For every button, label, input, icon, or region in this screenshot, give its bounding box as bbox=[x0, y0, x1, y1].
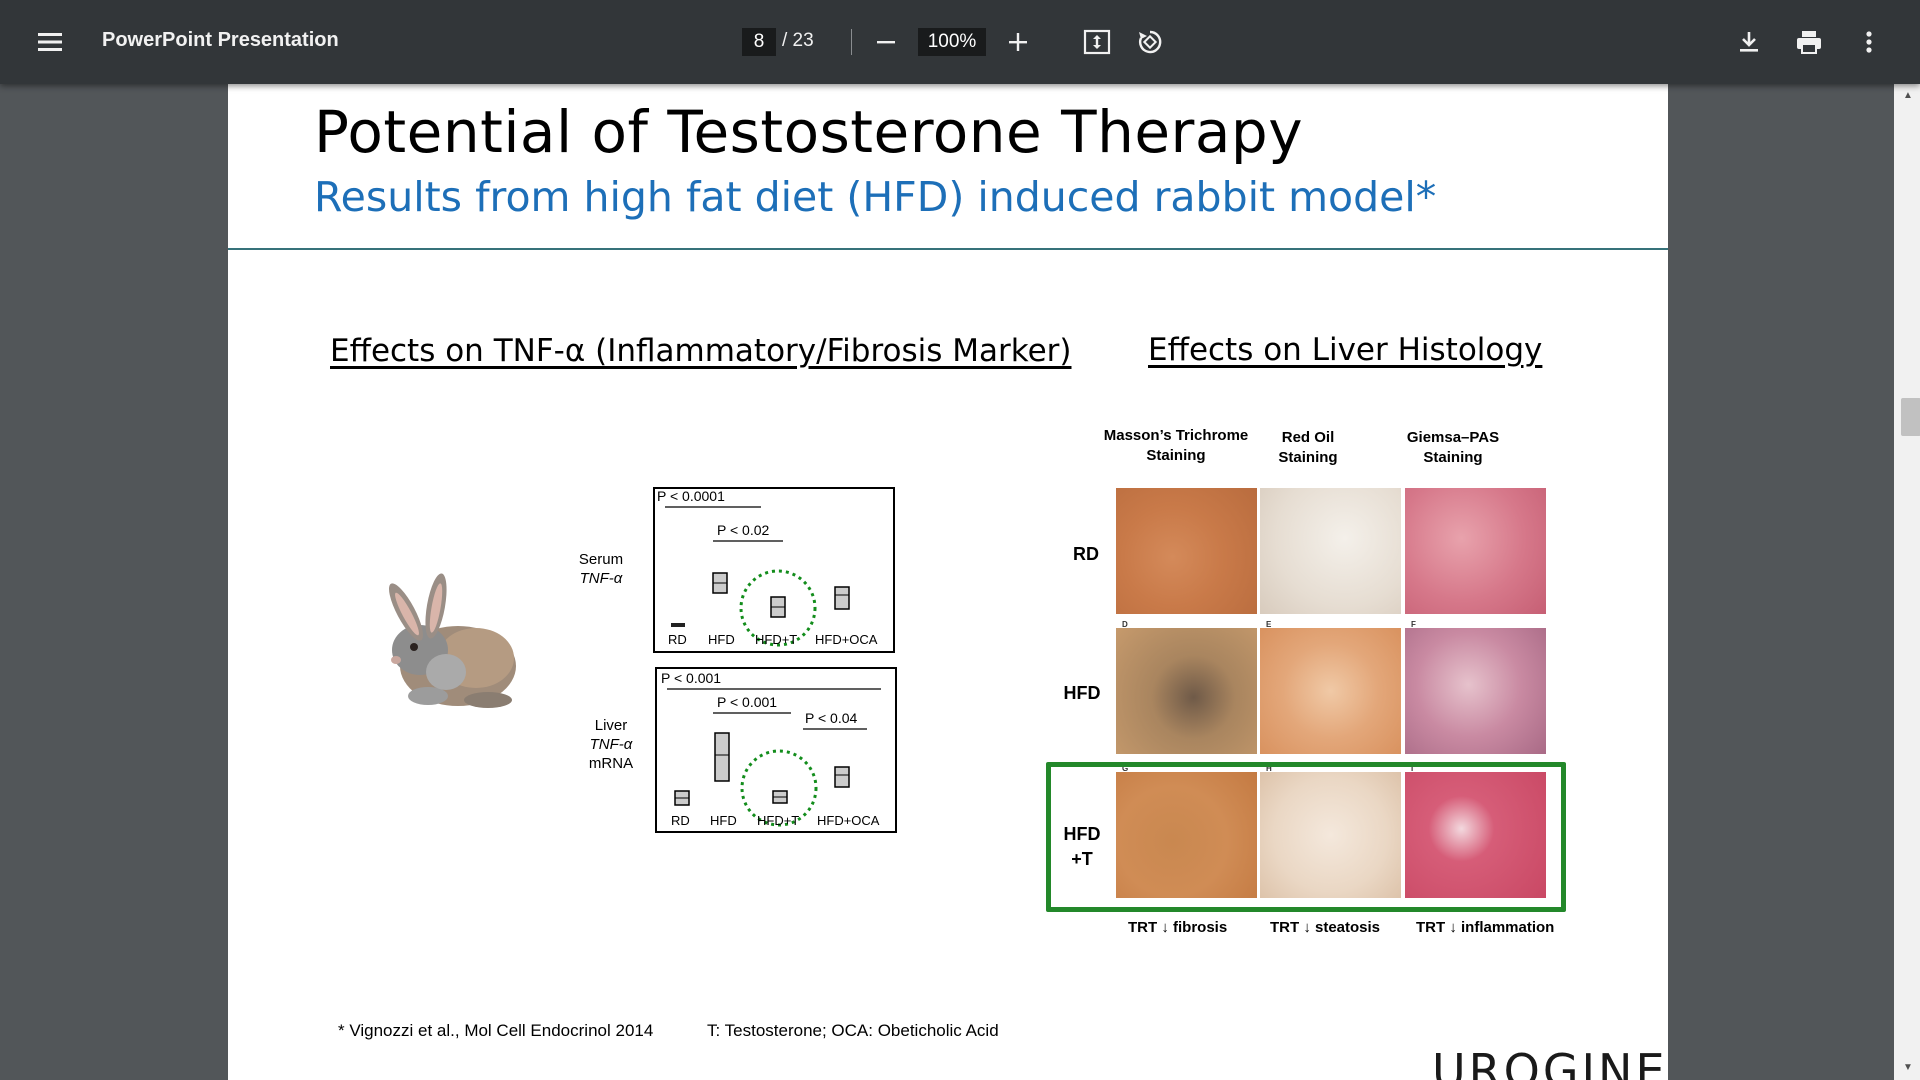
serum-group-hfd-oca: HFD+OCA bbox=[815, 632, 878, 647]
more-actions-button[interactable] bbox=[1854, 26, 1884, 58]
row-label-hfd-t-sub: +T bbox=[1071, 849, 1093, 869]
panel-letter-g: G bbox=[1122, 764, 1129, 773]
hamburger-menu-icon bbox=[38, 33, 62, 51]
rotate-icon bbox=[1139, 30, 1162, 54]
liver-group-hfd-t: HFD+T bbox=[757, 813, 799, 828]
outcome-steatosis: TRT ↓ steatosis bbox=[1270, 919, 1381, 936]
col-header-masson: Masson’s Trichrome bbox=[1103, 427, 1249, 444]
panel-letter-d: D bbox=[1122, 620, 1128, 629]
histology-hfdt-masson: G bbox=[1116, 764, 1257, 898]
histology-rd-giemsa bbox=[1405, 488, 1546, 614]
col-header-giemsa-sub: Staining bbox=[1423, 449, 1483, 466]
zoom-level-input[interactable]: 100% bbox=[918, 28, 986, 56]
serum-tnf-chart: P < 0.0001 P < 0.02 RD HFD HFD+T HFD+OCA bbox=[653, 487, 895, 653]
liver-bar-hfd bbox=[714, 732, 730, 782]
serum-label: Serum bbox=[578, 551, 624, 568]
serum-highlight-circle bbox=[739, 569, 817, 647]
print-button[interactable] bbox=[1793, 26, 1825, 58]
toolbar-divider bbox=[851, 29, 852, 55]
footnote-abbreviations: T: Testosterone; OCA: Obeticholic Acid bbox=[707, 1021, 999, 1040]
download-button[interactable] bbox=[1734, 26, 1764, 58]
row-label-hfd: HFD bbox=[1063, 683, 1101, 703]
slide-title: Potential of Testosterone Therapy bbox=[314, 98, 1304, 166]
serum-bar-hfd-oca bbox=[834, 586, 850, 610]
document-viewer: Potential of Testosterone Therapy Result… bbox=[0, 84, 1920, 1080]
tnf-section-heading: Effects on TNF-α (Inflammatory/Fibrosis … bbox=[330, 333, 1072, 369]
liver-group-hfd-oca: HFD+OCA bbox=[817, 813, 880, 828]
liver-tnf-chart: P < 0.001 P < 0.001 P < 0.04 RD HFD HFD+… bbox=[655, 667, 897, 833]
scroll-down-arrow-icon[interactable]: ▼ bbox=[1903, 1061, 1913, 1073]
liver-bar-hfd-oca bbox=[834, 766, 850, 788]
zoom-out-button[interactable] bbox=[872, 28, 900, 56]
zoom-in-button[interactable] bbox=[1004, 28, 1032, 56]
panel-letter-e: E bbox=[1266, 620, 1272, 629]
menu-button[interactable] bbox=[34, 26, 68, 58]
serum-label-tnf: TNF-α bbox=[579, 570, 623, 587]
panel-letter-f: F bbox=[1411, 620, 1416, 629]
liver-label-mrna: mRNA bbox=[588, 755, 634, 772]
panel-letter-h: H bbox=[1266, 764, 1272, 773]
histology-section-heading: Effects on Liver Histology bbox=[1148, 332, 1543, 368]
liver-highlight-circle bbox=[740, 749, 818, 827]
histology-rd-red-oil bbox=[1260, 488, 1401, 614]
scrollbar-thumb[interactable] bbox=[1901, 398, 1920, 436]
liver-p-value-3: P < 0.04 bbox=[805, 710, 858, 726]
liver-group-hfd: HFD bbox=[710, 813, 737, 828]
scroll-up-arrow-icon[interactable]: ▲ bbox=[1903, 89, 1913, 101]
serum-p-value-2: P < 0.02 bbox=[717, 522, 770, 538]
download-icon bbox=[1740, 32, 1758, 52]
liver-label: Liver bbox=[594, 717, 628, 734]
slide-page: Potential of Testosterone Therapy Result… bbox=[228, 84, 1668, 1080]
serum-group-hfd: HFD bbox=[708, 632, 735, 647]
outcome-fibrosis: TRT ↓ fibrosis bbox=[1128, 919, 1228, 936]
minus-icon bbox=[877, 41, 895, 44]
serum-bar-rd bbox=[671, 623, 685, 627]
liver-label-tnf: TNF-α bbox=[589, 736, 633, 753]
histology-rd-masson bbox=[1116, 488, 1257, 614]
more-vert-icon bbox=[1866, 31, 1872, 53]
serum-p-value-1: P < 0.0001 bbox=[657, 488, 725, 504]
liver-p-value-2: P < 0.001 bbox=[717, 694, 777, 710]
outcome-inflammation: TRT ↓ inflammation bbox=[1416, 919, 1555, 936]
pdf-toolbar: PowerPoint Presentation 8 / 23 100% bbox=[0, 0, 1920, 84]
rotate-button[interactable] bbox=[1135, 27, 1165, 57]
col-header-masson-sub: Staining bbox=[1146, 447, 1206, 464]
liver-group-rd: RD bbox=[671, 813, 690, 828]
col-header-red-oil-sub: Staining bbox=[1278, 449, 1338, 466]
slide-subtitle: Results from high fat diet (HFD) induced… bbox=[314, 173, 1437, 221]
company-logo: UROGINE bbox=[1432, 1044, 1668, 1080]
histology-hfdt-giemsa: I bbox=[1405, 764, 1546, 898]
page-number-input[interactable]: 8 bbox=[742, 28, 776, 56]
document-title: PowerPoint Presentation bbox=[102, 29, 339, 51]
serum-group-rd: RD bbox=[668, 632, 687, 647]
fit-page-icon bbox=[1083, 29, 1111, 55]
title-rule bbox=[228, 248, 1668, 250]
col-header-red-oil: Red Oil bbox=[1281, 429, 1335, 446]
serum-group-hfd-t: HFD+T bbox=[755, 632, 797, 647]
plus-icon bbox=[1009, 33, 1027, 51]
histology-hfdt-red-oil: H bbox=[1260, 764, 1401, 898]
histology-hfd-red-oil: E bbox=[1260, 620, 1401, 754]
histology-hfd-giemsa: F bbox=[1405, 620, 1546, 754]
footnote-reference: * Vignozzi et al., Mol Cell Endocrinol 2… bbox=[338, 1021, 654, 1040]
page-total: / 23 bbox=[782, 30, 814, 51]
col-header-giemsa: Giemsa–PAS bbox=[1406, 429, 1500, 446]
fit-to-page-button[interactable] bbox=[1082, 27, 1112, 57]
rabbit-image bbox=[389, 573, 516, 708]
hfd-t-highlight-box bbox=[1046, 762, 1566, 912]
row-label-rd: RD bbox=[1073, 544, 1099, 564]
vertical-scrollbar[interactable]: ▲ ▼ bbox=[1894, 84, 1920, 1080]
row-label-hfd-t: HFD bbox=[1063, 824, 1101, 844]
histology-hfd-masson: D bbox=[1116, 620, 1257, 754]
panel-letter-i: I bbox=[1411, 764, 1414, 773]
print-icon bbox=[1797, 31, 1821, 54]
liver-p-value-1: P < 0.001 bbox=[661, 670, 721, 686]
